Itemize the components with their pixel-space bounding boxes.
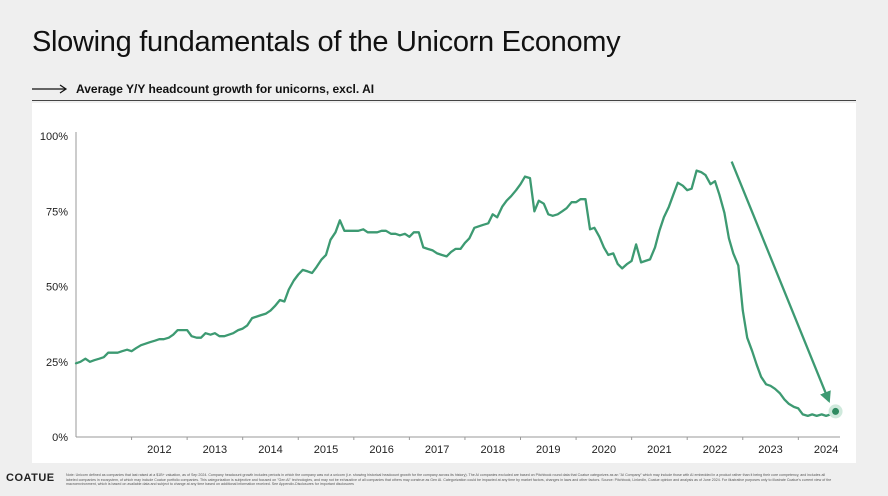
x-tick-label: 2013 — [203, 444, 227, 456]
page-title: Slowing fundamentals of the Unicorn Econ… — [32, 26, 621, 58]
chart-subtitle: Average Y/Y headcount growth for unicorn… — [76, 82, 375, 96]
header-divider — [32, 100, 856, 101]
arrow-right-icon — [32, 84, 68, 94]
x-tick-label: 2024 — [814, 444, 838, 456]
x-tick-label: 2014 — [258, 444, 282, 456]
x-tick-label: 2012 — [147, 444, 171, 456]
x-tick-label: 2023 — [758, 444, 782, 456]
footnote: Note: Unicorn defined as companies that … — [66, 473, 832, 487]
x-tick-label: 2015 — [314, 444, 338, 456]
x-tick-label: 2016 — [369, 444, 393, 456]
brand-logo: COATUE — [6, 472, 55, 484]
subtitle-row: Average Y/Y headcount growth for unicorn… — [32, 80, 374, 98]
x-tick-label: 2020 — [592, 444, 616, 456]
trend-arrow — [730, 161, 831, 404]
x-tick-label: 2022 — [703, 444, 727, 456]
x-tick-label: 2021 — [647, 444, 671, 456]
latest-point — [832, 407, 840, 415]
y-tick-label: 100% — [40, 131, 68, 143]
series-line — [74, 169, 837, 418]
line-chart: 0% 25% 50% 75% 100% 2012 2013 2014 2015 2016 2017 2… — [40, 131, 843, 456]
y-tick-label: 75% — [46, 206, 68, 218]
x-tick-label: 2017 — [425, 444, 449, 456]
y-tick-label: 25% — [46, 357, 68, 369]
chart-panel: 0% 25% 50% 75% 100% 2012 2013 2014 2015 2016 2017 2… — [32, 103, 856, 463]
x-tick-label: 2019 — [536, 444, 560, 456]
y-tick-label: 0% — [52, 432, 68, 444]
x-tick-label: 2018 — [480, 444, 504, 456]
y-tick-label: 50% — [46, 282, 68, 294]
